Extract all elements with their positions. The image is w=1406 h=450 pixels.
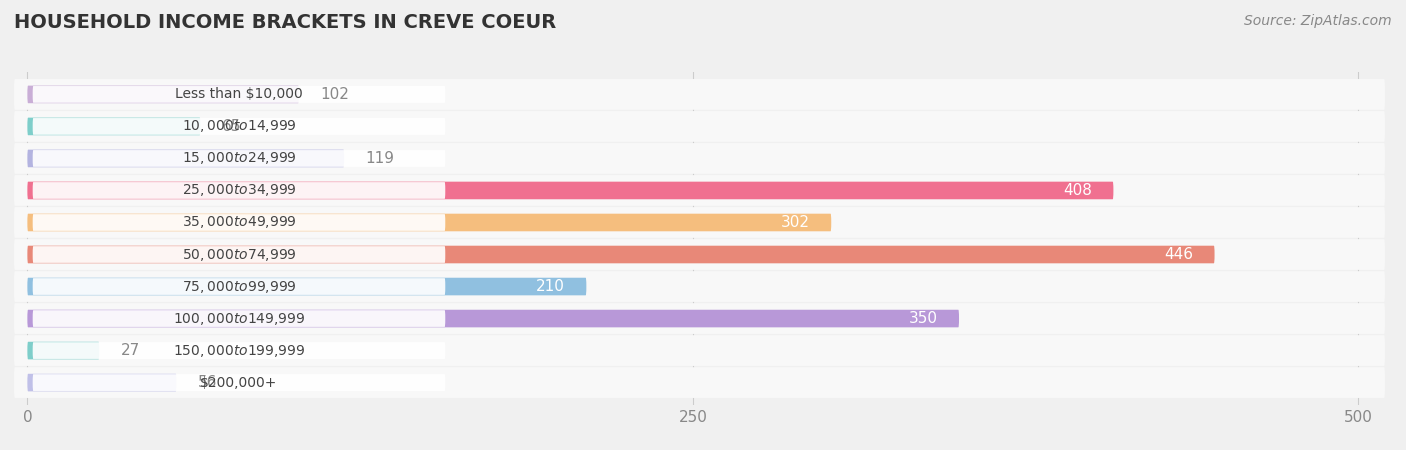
FancyBboxPatch shape — [27, 374, 176, 392]
Text: $50,000 to $74,999: $50,000 to $74,999 — [181, 247, 297, 262]
FancyBboxPatch shape — [32, 278, 446, 295]
FancyBboxPatch shape — [32, 246, 446, 263]
Text: 302: 302 — [780, 215, 810, 230]
FancyBboxPatch shape — [14, 111, 1385, 142]
Text: $25,000 to $34,999: $25,000 to $34,999 — [181, 182, 297, 198]
Text: 446: 446 — [1164, 247, 1194, 262]
FancyBboxPatch shape — [32, 374, 446, 391]
Text: HOUSEHOLD INCOME BRACKETS IN CREVE COEUR: HOUSEHOLD INCOME BRACKETS IN CREVE COEUR — [14, 14, 557, 32]
FancyBboxPatch shape — [27, 150, 344, 167]
FancyBboxPatch shape — [32, 86, 446, 103]
FancyBboxPatch shape — [27, 246, 1215, 263]
FancyBboxPatch shape — [14, 271, 1385, 302]
FancyBboxPatch shape — [27, 182, 1114, 199]
FancyBboxPatch shape — [14, 303, 1385, 334]
FancyBboxPatch shape — [14, 143, 1385, 174]
Text: $10,000 to $14,999: $10,000 to $14,999 — [181, 118, 297, 135]
FancyBboxPatch shape — [27, 214, 831, 231]
Text: Less than $10,000: Less than $10,000 — [176, 87, 302, 101]
FancyBboxPatch shape — [14, 367, 1385, 398]
FancyBboxPatch shape — [27, 117, 201, 135]
FancyBboxPatch shape — [27, 278, 586, 295]
FancyBboxPatch shape — [27, 86, 299, 103]
Text: $35,000 to $49,999: $35,000 to $49,999 — [181, 215, 297, 230]
Text: $200,000+: $200,000+ — [200, 376, 277, 390]
Text: 408: 408 — [1063, 183, 1092, 198]
FancyBboxPatch shape — [14, 239, 1385, 270]
FancyBboxPatch shape — [14, 79, 1385, 110]
FancyBboxPatch shape — [32, 150, 446, 167]
Text: 119: 119 — [366, 151, 395, 166]
FancyBboxPatch shape — [32, 214, 446, 231]
FancyBboxPatch shape — [27, 310, 959, 327]
Text: $75,000 to $99,999: $75,000 to $99,999 — [181, 279, 297, 295]
Text: $15,000 to $24,999: $15,000 to $24,999 — [181, 150, 297, 166]
Text: $150,000 to $199,999: $150,000 to $199,999 — [173, 342, 305, 359]
FancyBboxPatch shape — [32, 118, 446, 135]
FancyBboxPatch shape — [32, 342, 446, 359]
Text: 27: 27 — [121, 343, 139, 358]
Text: 56: 56 — [198, 375, 217, 390]
FancyBboxPatch shape — [14, 175, 1385, 206]
Text: Source: ZipAtlas.com: Source: ZipAtlas.com — [1244, 14, 1392, 27]
FancyBboxPatch shape — [14, 207, 1385, 238]
FancyBboxPatch shape — [32, 182, 446, 199]
Text: $100,000 to $149,999: $100,000 to $149,999 — [173, 310, 305, 327]
FancyBboxPatch shape — [14, 335, 1385, 366]
FancyBboxPatch shape — [32, 310, 446, 327]
Text: 210: 210 — [536, 279, 565, 294]
Text: 102: 102 — [321, 87, 349, 102]
FancyBboxPatch shape — [27, 342, 100, 360]
Text: 350: 350 — [908, 311, 938, 326]
Text: 65: 65 — [222, 119, 240, 134]
